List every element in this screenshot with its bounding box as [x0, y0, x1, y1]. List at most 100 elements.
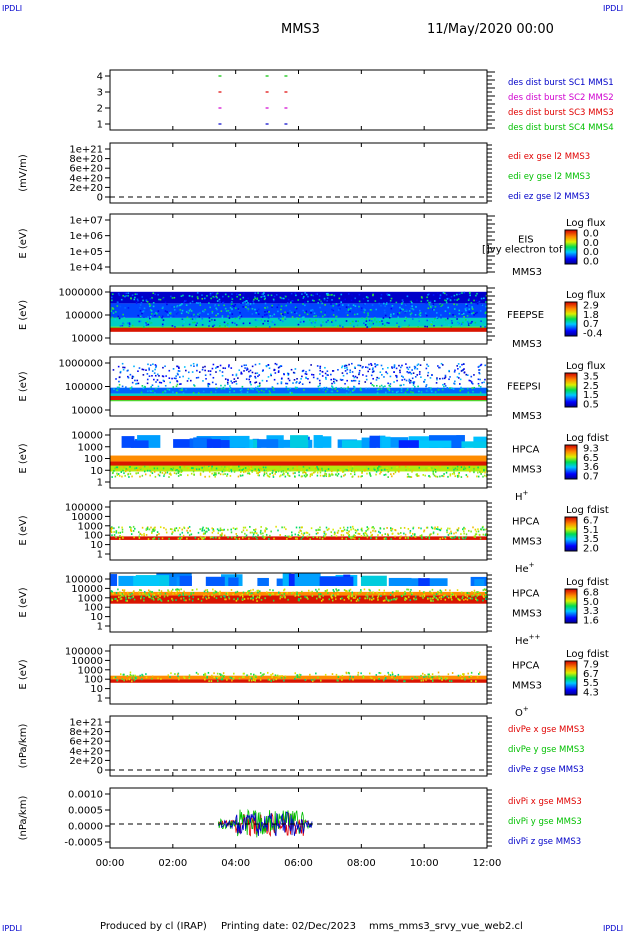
spectrogram-pixel: [431, 304, 434, 307]
spectrogram-pixel: [462, 673, 464, 676]
spectrogram-pixel: [352, 527, 355, 530]
spectrogram-pixel: [350, 595, 353, 598]
spectrogram-pixel: [340, 301, 343, 303]
spectrogram-pixel: [304, 472, 307, 474]
spectrogram-pixel: [281, 592, 283, 595]
y-tick-label: 1e+05: [69, 247, 103, 258]
spectrogram-pixel: [366, 536, 369, 539]
spectrogram-pixel: [451, 537, 453, 539]
spectrogram-pixel: [410, 312, 413, 315]
spectrogram-pixel: [240, 474, 242, 477]
spectrogram-pixel: [215, 591, 218, 594]
spectrogram-pixel: [207, 370, 210, 372]
spectrogram-pixel: [431, 597, 433, 600]
spectrogram-pixel: [389, 674, 392, 676]
spectrogram-pixel: [213, 672, 215, 675]
spectrogram-pixel: [115, 378, 117, 380]
spectrogram-pixel: [277, 371, 280, 373]
spectrogram-pixel: [163, 322, 166, 325]
spectrogram-pixel: [428, 537, 431, 540]
spectrogram-pixel: [351, 535, 353, 538]
spectrogram-pixel: [193, 473, 195, 476]
spectrogram-pixel: [115, 597, 117, 600]
spectrogram-pixel: [349, 675, 352, 678]
spectrogram-pixel: [135, 676, 138, 679]
spectrogram-pixel: [272, 593, 275, 595]
spectrogram-pixel: [383, 592, 386, 595]
spectrogram-pixel: [260, 675, 262, 678]
spectrogram-pixel: [120, 471, 123, 473]
colorbar-tick-label: 5.1: [583, 525, 599, 536]
spectrogram-pixel: [385, 597, 388, 600]
spectrogram-pixel: [179, 389, 182, 391]
spectrogram-pixel: [386, 533, 389, 536]
spectrogram-pixel: [234, 317, 237, 320]
spectrogram-pixel: [439, 295, 442, 298]
spectrogram-pixel: [383, 527, 385, 530]
spectrogram-pixel: [345, 387, 348, 390]
spectrogram-pixel: [113, 527, 115, 530]
spectrogram-pixel: [446, 595, 449, 598]
spectrogram-pixel: [368, 588, 370, 591]
spectrogram-pixel: [319, 316, 321, 319]
spectrogram-pixel: [196, 292, 199, 294]
spectrogram-pixel: [234, 469, 236, 472]
spectrogram-pixel: [418, 320, 421, 322]
spectrogram-pixel: [381, 320, 383, 322]
spectrogram-pixel: [152, 593, 155, 596]
spectrogram-pixel: [400, 308, 403, 310]
spectrogram-pixel: [148, 528, 151, 531]
spectrogram-pixel: [412, 391, 414, 394]
spectrogram-pixel: [453, 303, 455, 306]
spectrogram-pixel: [376, 376, 378, 379]
spectrogram-pixel: [175, 391, 178, 394]
spectrogram-pixel: [422, 679, 425, 682]
spectrogram-pixel: [471, 307, 474, 310]
spectrogram-pixel: [190, 472, 193, 475]
spectrogram-pixel: [318, 384, 321, 387]
spectrogram-pixel: [452, 466, 454, 469]
spectrogram-pixel: [301, 321, 304, 324]
spectrogram-pixel: [401, 364, 403, 367]
spectrogram-pixel: [213, 592, 216, 595]
spectrogram-pixel: [484, 528, 486, 531]
spectrogram-pixel: [120, 673, 122, 676]
spectrogram-pixel: [221, 533, 223, 536]
spectrogram-pixel: [320, 322, 322, 324]
spectrogram-pixel: [477, 530, 480, 533]
spectrogram-pixel: [468, 529, 470, 532]
spectrogram-pixel: [371, 533, 373, 536]
panel-frame-bg: [110, 214, 487, 273]
spectrogram-pixel: [450, 387, 453, 389]
spectrogram-pixel: [113, 534, 116, 536]
spectrogram-pixel: [437, 671, 440, 674]
spectrogram-pixel: [298, 531, 300, 534]
spectrogram-pixel: [181, 318, 184, 321]
spectrogram-pixel: [196, 364, 198, 367]
spectrogram-pixel: [177, 311, 179, 314]
spectrogram-pixel: [118, 535, 121, 538]
spectrogram-pixel: [447, 527, 449, 530]
spectrogram-pixel: [222, 386, 225, 389]
spectrogram-pixel: [267, 294, 270, 296]
spectrogram-pixel: [251, 597, 253, 600]
spectrogram-pixel: [182, 534, 185, 537]
spectrogram-pixel: [354, 305, 357, 307]
spectrogram-pixel: [224, 367, 227, 370]
spectrogram-pixel: [183, 465, 186, 468]
spectrogram-pixel: [211, 318, 213, 321]
spectrogram-pixel: [412, 532, 414, 535]
spectrogram-pixel: [229, 676, 231, 679]
spectrogram-pixel: [397, 316, 400, 319]
spectrogram-pixel: [335, 588, 337, 591]
spectrogram-pixel: [121, 531, 124, 533]
spectrogram-pixel: [111, 527, 114, 530]
spectrogram-pixel: [128, 325, 131, 327]
spectrogram-pixel: [162, 319, 165, 321]
spectrogram-pixel: [184, 300, 186, 302]
spectrogram-pixel: [277, 366, 280, 369]
spectrogram-pixel: [121, 324, 124, 327]
spectrogram-pixel: [463, 291, 466, 294]
spectrogram-pixel: [380, 471, 382, 474]
